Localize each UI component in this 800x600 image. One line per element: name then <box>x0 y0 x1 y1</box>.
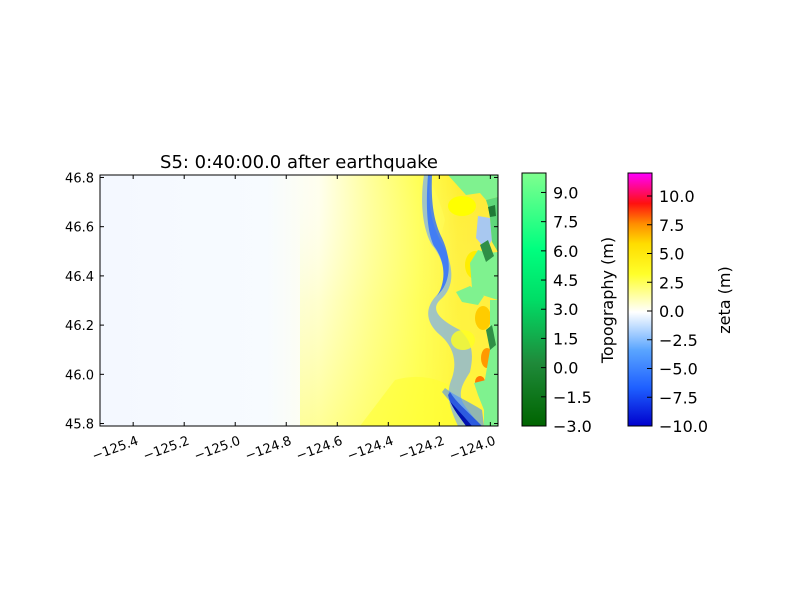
colorbar-tick-label: 3.0 <box>553 300 578 319</box>
y-tick-label: 46.6 <box>65 221 94 236</box>
map-frame <box>99 174 499 427</box>
x-tick-label: −124.6 <box>294 434 344 465</box>
colorbar-tick-label: 6.0 <box>553 242 578 261</box>
colorbar-tick-label: −3.0 <box>553 417 592 436</box>
x-tick-label: −125.2 <box>141 434 191 465</box>
y-tick-label: 46.8 <box>65 171 94 186</box>
map-axes: S5: 0:40:00.0 after earthquake <box>65 152 499 465</box>
x-tick-label: −125.0 <box>192 434 242 465</box>
colorbar-tick-label: −10.0 <box>659 417 708 436</box>
colorbar-tick-label: 5.0 <box>659 245 684 264</box>
zeta-colorbar: −10.0 −7.5 −5.0 −2.5 0.0 2.5 5.0 7.5 10.0 zeta (… <box>627 172 734 436</box>
colorbar-tick-label: 7.5 <box>553 213 578 232</box>
x-tick-label: −124.2 <box>396 434 446 465</box>
topography-colorbar-gradient <box>521 172 547 427</box>
x-tick-label: −124.0 <box>447 434 497 465</box>
colorbar-tick-label: 7.5 <box>659 216 684 235</box>
topography-colorbar-ticks: −3.0 −1.5 0.0 1.5 3.0 4.5 6.0 7.5 9.0 <box>541 183 592 436</box>
y-tick-label: 45.8 <box>65 418 94 433</box>
colorbar-tick-label: 0.0 <box>553 359 578 378</box>
colorbar-tick-label: −2.5 <box>659 331 698 350</box>
colorbar-tick-label: 1.5 <box>553 329 578 348</box>
topography-colorbar: −3.0 −1.5 0.0 1.5 3.0 4.5 6.0 7.5 9.0 Topography… <box>521 172 617 436</box>
y-tick-label: 46.4 <box>65 270 94 285</box>
colorbar-tick-label: 0.0 <box>659 302 684 321</box>
colorbar-tick-label: 10.0 <box>659 187 695 206</box>
y-tick-label: 46.2 <box>65 319 94 334</box>
zeta-field <box>100 175 498 426</box>
colorbar-tick-label: 2.5 <box>659 273 684 292</box>
map-y-axis: 45.8 46.0 46.2 46.4 46.6 46.8 <box>65 171 498 433</box>
zeta-colorbar-ticks: −10.0 −7.5 −5.0 −2.5 0.0 2.5 5.0 7.5 10.0 <box>647 187 708 436</box>
topography-colorbar-label: Topography (m) <box>598 237 617 364</box>
colorbar-tick-label: −7.5 <box>659 388 698 407</box>
x-tick-label: −124.4 <box>345 434 395 465</box>
map-title: S5: 0:40:00.0 after earthquake <box>160 152 438 173</box>
colorbar-tick-label: −1.5 <box>553 388 592 407</box>
land-topography <box>448 175 498 426</box>
colorbar-tick-label: −5.0 <box>659 360 698 379</box>
zeta-colorbar-label: zeta (m) <box>715 266 734 333</box>
x-tick-label: −125.4 <box>90 434 140 465</box>
y-tick-label: 46.0 <box>65 368 94 383</box>
zeta-colorbar-gradient <box>627 172 653 427</box>
colorbar-tick-label: 9.0 <box>553 183 578 202</box>
colorbar-tick-label: 4.5 <box>553 271 578 290</box>
x-tick-label: −124.8 <box>243 434 293 465</box>
